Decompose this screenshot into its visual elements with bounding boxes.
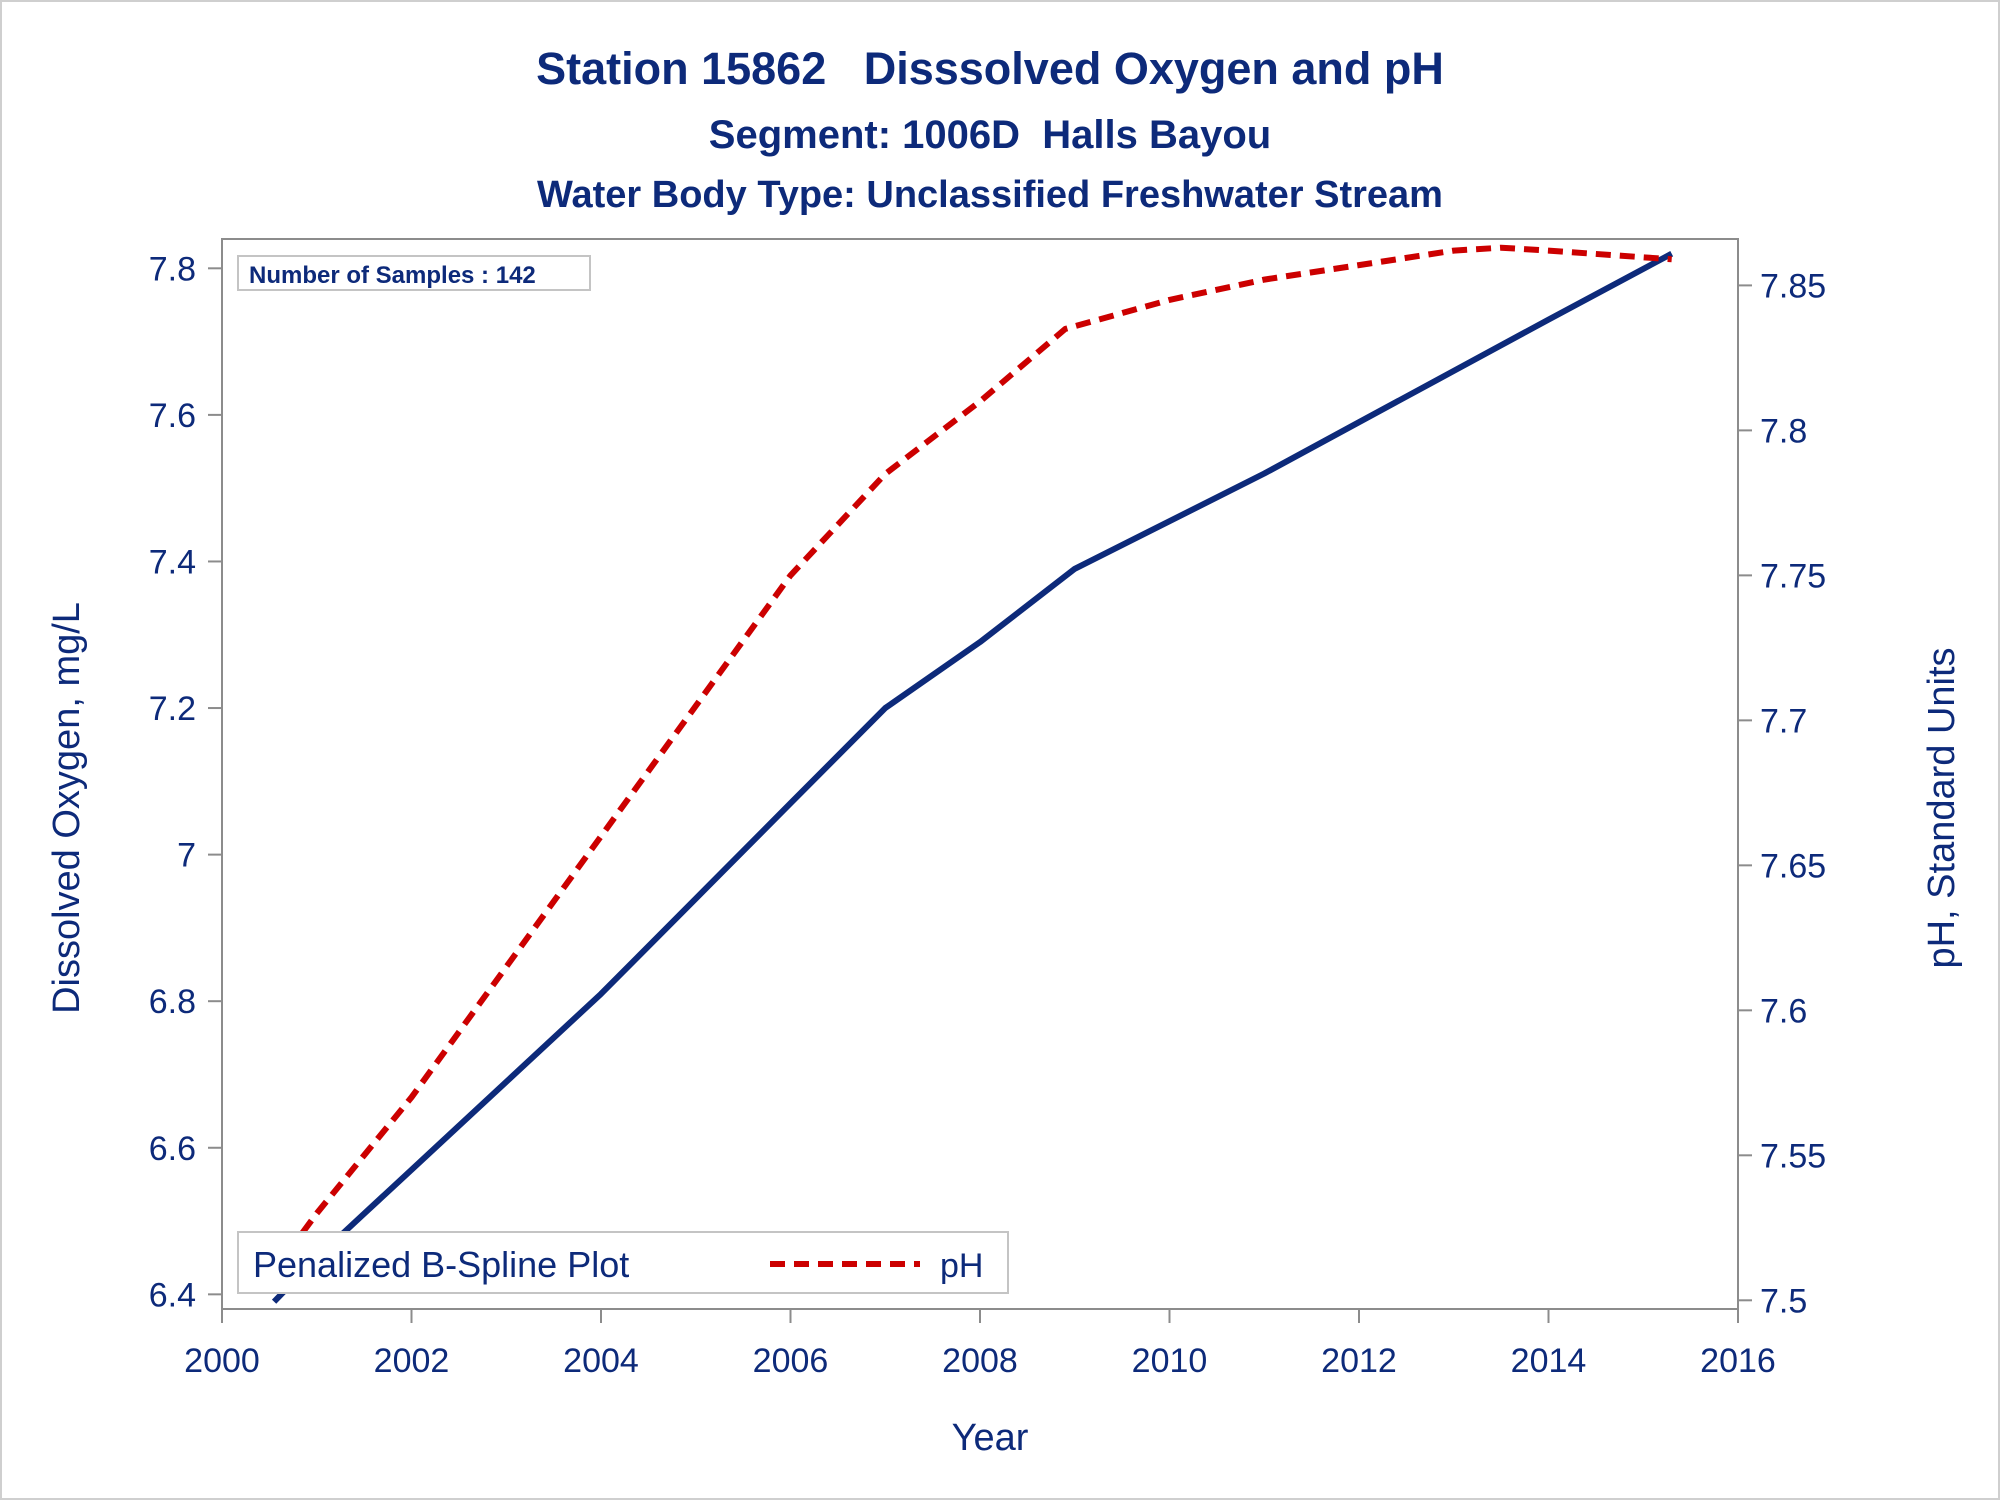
y-tick-label: 7.8 bbox=[149, 250, 196, 288]
y2-tick-label: 7.6 bbox=[1760, 992, 1807, 1030]
axes: 2000 2002 2004 2006 2008 2010 2012 2014 2016 6.4 6… bbox=[149, 238, 1826, 1380]
x-tick-label: 2008 bbox=[942, 1342, 1018, 1380]
chart-title: Station 15862 Disssolved Oxygen and pH bbox=[536, 43, 1444, 94]
y2-tick-label: 7.55 bbox=[1760, 1137, 1826, 1175]
legend-entry-ph: pH bbox=[940, 1247, 983, 1285]
chart-subtitle-waterbody: Water Body Type: Unclassified Freshwater… bbox=[537, 174, 1443, 216]
x-tick-label: 2002 bbox=[374, 1342, 450, 1380]
x-tick-label: 2014 bbox=[1511, 1342, 1587, 1380]
legend-title: Penalized B-Spline Plot bbox=[253, 1244, 629, 1285]
x-tick-label: 2012 bbox=[1321, 1342, 1397, 1380]
y2-axis-label: pH, Standard Units bbox=[1921, 647, 1963, 968]
plot-area bbox=[271, 244, 1674, 1304]
legend-box bbox=[237, 1231, 1009, 1294]
chart-subtitle-segment: Segment: 1006D Halls Bayou bbox=[709, 113, 1271, 157]
y-tick-label: 6.8 bbox=[149, 983, 196, 1021]
y-tick-label: 7.6 bbox=[149, 397, 196, 435]
y-tick-label: 6.6 bbox=[149, 1130, 196, 1168]
x-axis-label: Year bbox=[952, 1417, 1029, 1459]
series-line-do bbox=[271, 251, 1674, 1304]
inset-label: Number of Samples : 142 bbox=[249, 262, 536, 289]
y2-tick-label: 7.7 bbox=[1760, 702, 1807, 740]
y-tick-label: 6.4 bbox=[149, 1276, 196, 1314]
y2-tick-label: 7.65 bbox=[1760, 847, 1826, 885]
y-tick-label: 7.2 bbox=[149, 690, 196, 728]
y-tick-label: 7 bbox=[177, 837, 196, 875]
y2-tick-label: 7.75 bbox=[1760, 557, 1826, 595]
x-tick-label: 2016 bbox=[1700, 1342, 1776, 1380]
y-axis-label: Dissolved Oxygen, mg/L bbox=[46, 602, 88, 1014]
y-tick-label: 7.4 bbox=[149, 543, 196, 581]
plot-border bbox=[221, 238, 1739, 1310]
series-line-ph bbox=[271, 244, 1672, 1274]
x-tick-label: 2010 bbox=[1132, 1342, 1208, 1380]
x-tick-label: 2006 bbox=[753, 1342, 829, 1380]
x-tick-label: 2000 bbox=[184, 1342, 260, 1380]
y2-tick-label: 7.85 bbox=[1760, 267, 1826, 305]
x-tick-label: 2004 bbox=[563, 1342, 639, 1380]
y2-tick-label: 7.5 bbox=[1760, 1282, 1807, 1320]
legend: Penalized B-Spline Plot pH bbox=[237, 1231, 1009, 1294]
inset-label-box bbox=[237, 255, 591, 291]
y2-tick-label: 7.8 bbox=[1760, 412, 1807, 450]
